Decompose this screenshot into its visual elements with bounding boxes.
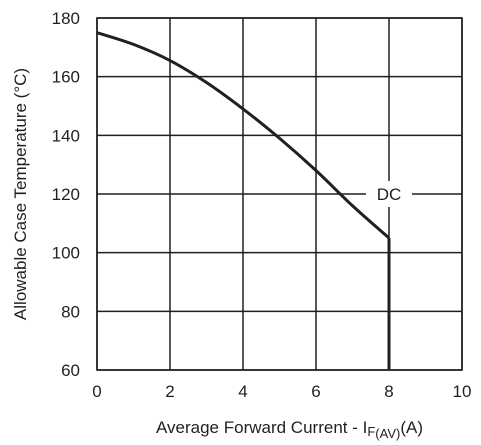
annotation-dc: DC <box>377 185 402 204</box>
x-tick-label: 10 <box>453 382 472 401</box>
x-tick-label: 0 <box>92 382 101 401</box>
y-tick-label: 60 <box>61 361 80 380</box>
x-tick-labels: 0 2 4 6 8 10 <box>92 382 471 401</box>
y-tick-label: 160 <box>52 68 80 87</box>
series-line <box>96 31 390 240</box>
x-axis-label-main: Average Forward Current - I <box>156 418 367 437</box>
x-axis-label-unit: (A) <box>400 418 423 437</box>
y-axis-label: Allowable Case Temperature (°C) <box>11 68 30 320</box>
x-axis-label-sub1: F <box>367 424 375 439</box>
y-tick-labels: 60 80 100 120 140 160 180 <box>52 9 80 380</box>
x-tick-label: 2 <box>165 382 174 401</box>
x-tick-label: 4 <box>238 382 247 401</box>
annotation-background <box>366 181 412 207</box>
y-tick-label: 180 <box>52 9 80 28</box>
y-tick-label: 80 <box>61 302 80 321</box>
x-axis-label: Average Forward Current - IF(AV)(A) <box>156 418 423 441</box>
x-tick-label: 8 <box>384 382 393 401</box>
y-tick-label: 120 <box>52 185 80 204</box>
plot-frame <box>96 17 463 371</box>
x-tick-label: 6 <box>311 382 320 401</box>
y-tick-label: 140 <box>52 126 80 145</box>
y-tick-label: 100 <box>52 244 80 263</box>
x-axis-label-sub2: (AV) <box>375 426 400 441</box>
